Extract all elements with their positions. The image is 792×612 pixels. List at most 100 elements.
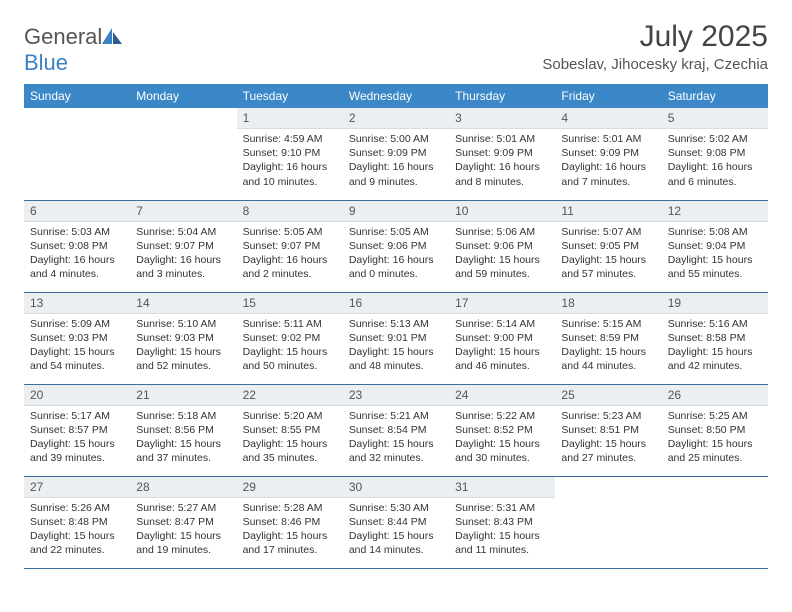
day-number: 23 [343,385,449,406]
title-block: July 2025 Sobeslav, Jihocesky kraj, Czec… [542,20,768,73]
sunrise-line: Sunrise: 5:01 AM [561,132,655,146]
daylight-line: Daylight: 15 hours and 55 minutes. [668,253,762,281]
sunset-line: Sunset: 8:48 PM [30,515,124,529]
logo: General Blue [24,20,124,76]
day-number: 5 [662,108,768,129]
sunset-line: Sunset: 8:51 PM [561,423,655,437]
day-number: 21 [130,385,236,406]
sunset-line: Sunset: 9:06 PM [349,239,443,253]
day-details: Sunrise: 4:59 AMSunset: 9:10 PMDaylight:… [237,129,343,193]
daylight-line: Daylight: 15 hours and 37 minutes. [136,437,230,465]
calendar-week-row: 27Sunrise: 5:26 AMSunset: 8:48 PMDayligh… [24,476,768,568]
day-number: 7 [130,201,236,222]
day-number: 12 [662,201,768,222]
calendar-day-cell [555,476,661,568]
sunset-line: Sunset: 8:54 PM [349,423,443,437]
daylight-line: Daylight: 16 hours and 7 minutes. [561,160,655,188]
header-tuesday: Tuesday [237,84,343,108]
day-number: 2 [343,108,449,129]
sunset-line: Sunset: 9:08 PM [30,239,124,253]
sunset-line: Sunset: 9:04 PM [668,239,762,253]
sunset-line: Sunset: 9:10 PM [243,146,337,160]
sunset-line: Sunset: 9:07 PM [243,239,337,253]
calendar-day-cell: 15Sunrise: 5:11 AMSunset: 9:02 PMDayligh… [237,292,343,384]
day-details: Sunrise: 5:11 AMSunset: 9:02 PMDaylight:… [237,314,343,378]
daylight-line: Daylight: 15 hours and 27 minutes. [561,437,655,465]
daylight-line: Daylight: 15 hours and 39 minutes. [30,437,124,465]
sunrise-line: Sunrise: 5:30 AM [349,501,443,515]
header: General Blue July 2025 Sobeslav, Jihoces… [24,20,768,76]
sunset-line: Sunset: 8:57 PM [30,423,124,437]
calendar-week-row: 6Sunrise: 5:03 AMSunset: 9:08 PMDaylight… [24,200,768,292]
sunset-line: Sunset: 9:02 PM [243,331,337,345]
sunrise-line: Sunrise: 5:05 AM [243,225,337,239]
daylight-line: Daylight: 16 hours and 8 minutes. [455,160,549,188]
calendar-day-cell: 2Sunrise: 5:00 AMSunset: 9:09 PMDaylight… [343,108,449,200]
sunset-line: Sunset: 8:56 PM [136,423,230,437]
calendar-day-cell: 13Sunrise: 5:09 AMSunset: 9:03 PMDayligh… [24,292,130,384]
sunrise-line: Sunrise: 5:28 AM [243,501,337,515]
calendar-day-cell: 1Sunrise: 4:59 AMSunset: 9:10 PMDaylight… [237,108,343,200]
sunset-line: Sunset: 8:59 PM [561,331,655,345]
daylight-line: Daylight: 15 hours and 44 minutes. [561,345,655,373]
sunrise-line: Sunrise: 5:14 AM [455,317,549,331]
sunrise-line: Sunrise: 5:22 AM [455,409,549,423]
daylight-line: Daylight: 15 hours and 32 minutes. [349,437,443,465]
day-number: 30 [343,477,449,498]
sunset-line: Sunset: 9:09 PM [561,146,655,160]
sunset-line: Sunset: 9:03 PM [136,331,230,345]
day-details: Sunrise: 5:16 AMSunset: 8:58 PMDaylight:… [662,314,768,378]
daylight-line: Daylight: 15 hours and 35 minutes. [243,437,337,465]
sunrise-line: Sunrise: 5:31 AM [455,501,549,515]
day-number: 22 [237,385,343,406]
calendar-week-row: 20Sunrise: 5:17 AMSunset: 8:57 PMDayligh… [24,384,768,476]
sunrise-line: Sunrise: 5:16 AM [668,317,762,331]
logo-text-blue: Blue [24,50,68,75]
sunset-line: Sunset: 9:00 PM [455,331,549,345]
calendar-day-cell: 10Sunrise: 5:06 AMSunset: 9:06 PMDayligh… [449,200,555,292]
day-details: Sunrise: 5:05 AMSunset: 9:06 PMDaylight:… [343,222,449,286]
day-number: 18 [555,293,661,314]
day-details: Sunrise: 5:15 AMSunset: 8:59 PMDaylight:… [555,314,661,378]
day-details: Sunrise: 5:20 AMSunset: 8:55 PMDaylight:… [237,406,343,470]
daylight-line: Daylight: 15 hours and 14 minutes. [349,529,443,557]
sunset-line: Sunset: 9:09 PM [455,146,549,160]
sunset-line: Sunset: 9:08 PM [668,146,762,160]
sunset-line: Sunset: 8:47 PM [136,515,230,529]
header-saturday: Saturday [662,84,768,108]
sunrise-line: Sunrise: 5:05 AM [349,225,443,239]
calendar-day-cell: 3Sunrise: 5:01 AMSunset: 9:09 PMDaylight… [449,108,555,200]
sunrise-line: Sunrise: 5:08 AM [668,225,762,239]
day-number: 11 [555,201,661,222]
weekday-header-row: Sunday Monday Tuesday Wednesday Thursday… [24,84,768,108]
day-number: 31 [449,477,555,498]
daylight-line: Daylight: 16 hours and 9 minutes. [349,160,443,188]
day-details: Sunrise: 5:17 AMSunset: 8:57 PMDaylight:… [24,406,130,470]
daylight-line: Daylight: 15 hours and 54 minutes. [30,345,124,373]
day-number: 4 [555,108,661,129]
sunrise-line: Sunrise: 5:00 AM [349,132,443,146]
calendar-day-cell [662,476,768,568]
calendar-day-cell: 14Sunrise: 5:10 AMSunset: 9:03 PMDayligh… [130,292,236,384]
day-details: Sunrise: 5:25 AMSunset: 8:50 PMDaylight:… [662,406,768,470]
sunrise-line: Sunrise: 5:04 AM [136,225,230,239]
calendar-day-cell: 8Sunrise: 5:05 AMSunset: 9:07 PMDaylight… [237,200,343,292]
day-details: Sunrise: 5:01 AMSunset: 9:09 PMDaylight:… [449,129,555,193]
sunset-line: Sunset: 9:01 PM [349,331,443,345]
day-details: Sunrise: 5:30 AMSunset: 8:44 PMDaylight:… [343,498,449,562]
day-number: 25 [555,385,661,406]
calendar-day-cell: 5Sunrise: 5:02 AMSunset: 9:08 PMDaylight… [662,108,768,200]
header-friday: Friday [555,84,661,108]
calendar-day-cell: 27Sunrise: 5:26 AMSunset: 8:48 PMDayligh… [24,476,130,568]
day-details: Sunrise: 5:00 AMSunset: 9:09 PMDaylight:… [343,129,449,193]
sunset-line: Sunset: 9:07 PM [136,239,230,253]
calendar-day-cell [130,108,236,200]
day-number: 13 [24,293,130,314]
sunrise-line: Sunrise: 5:17 AM [30,409,124,423]
sunset-line: Sunset: 8:52 PM [455,423,549,437]
location-subtitle: Sobeslav, Jihocesky kraj, Czechia [542,56,768,73]
calendar-day-cell: 31Sunrise: 5:31 AMSunset: 8:43 PMDayligh… [449,476,555,568]
day-number: 20 [24,385,130,406]
daylight-line: Daylight: 16 hours and 0 minutes. [349,253,443,281]
daylight-line: Daylight: 15 hours and 19 minutes. [136,529,230,557]
